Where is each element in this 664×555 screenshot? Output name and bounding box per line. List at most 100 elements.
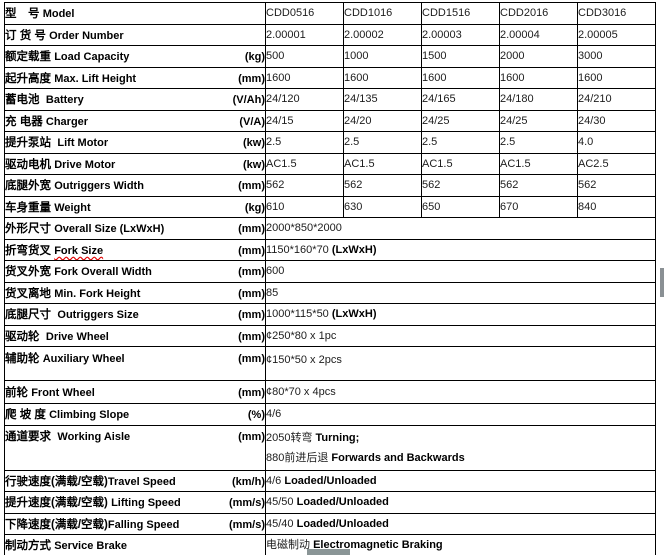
label-en: Max. Lift Height <box>54 72 137 85</box>
value-text: Forwards and Backwards <box>331 451 465 464</box>
row-unit: (kw) <box>243 137 265 150</box>
value-cell: CDD1016 <box>343 2 422 25</box>
row-label: 货叉外宽 Fork Overall Width (mm) <box>6 263 265 279</box>
value-cell: 24/210 <box>577 88 656 111</box>
row-unit: (mm/s) <box>228 518 265 531</box>
cell-value: 562 <box>422 179 441 192</box>
row-unit: (mm) <box>238 287 265 300</box>
value-cell: CDD2016 <box>499 2 578 25</box>
value-text: Electromagnetic Braking <box>313 539 443 552</box>
value-cell-merged: 4/6 Loaded/Unloaded <box>265 469 656 492</box>
cell-value: 2.00005 <box>578 28 618 41</box>
label-zh: 订 货 号 <box>5 29 50 42</box>
row-label-cell: 充 电器 Charger (V/A) <box>4 109 266 132</box>
label-zh: 行驶速度(满载/空载) <box>5 475 108 488</box>
row-label-cell: 货叉离地 Min. Fork Height (mm) <box>4 281 266 304</box>
value-cell-merged: 85 <box>265 281 656 304</box>
cell-value: 2.00003 <box>422 28 462 41</box>
row-label: 额定载重 Load Capacity (kg) <box>6 48 265 64</box>
row-label-cell: 爬 坡 度 Climbing Slope (%) <box>4 403 266 426</box>
row-label-cell: 通道要求 Working Aisle (mm) <box>4 424 266 471</box>
value-cell: 24/25 <box>421 109 500 132</box>
label-en: Load Capacity <box>54 51 130 64</box>
value-cell: 562 <box>343 174 422 197</box>
value-cell: 650 <box>421 195 500 218</box>
row-unit: (V/A) <box>239 115 265 128</box>
row-label: 爬 坡 度 Climbing Slope (%) <box>6 406 265 422</box>
row-label-cell: 制动方式 Service Brake <box>4 534 266 555</box>
row-unit: (%) <box>247 409 265 422</box>
value-cell: 610 <box>265 195 344 218</box>
row-label-cell: 下降速度(满载/空载) Falling Speed (mm/s) <box>4 512 266 535</box>
cell-value: 2.00002 <box>344 28 384 41</box>
cell-value: 24/25 <box>422 114 450 127</box>
label-en: Fork Size <box>54 244 104 257</box>
label-zh: 充 电器 <box>5 115 46 128</box>
vertical-scrollbar-thumb[interactable] <box>660 268 664 297</box>
value-line: ¢80*70 x 4pcs <box>266 382 655 402</box>
row-label-cell: 提升泵站 Lift Motor (kw) <box>4 131 266 154</box>
horizontal-scrollbar-thumb[interactable] <box>307 549 350 555</box>
row-label: 底腿尺寸 Outriggers Size (mm) <box>5 306 265 322</box>
row-label: 起升高度 Max. Lift Height (mm) <box>6 70 265 86</box>
value-cell-merged: 1000*115*50 (LxWxH) <box>265 303 656 326</box>
value-cell: 24/135 <box>343 88 422 111</box>
row-label: 底腿外宽 Outriggers Width (mm) <box>6 177 265 193</box>
row-unit: (kw) <box>243 158 265 171</box>
row-unit: (mm) <box>238 387 265 399</box>
row-unit: (V/Ah) <box>232 94 265 107</box>
value-text: ¢80*70 x 4pcs <box>266 386 336 398</box>
row-label: 蓄电池 Battery (V/Ah) <box>6 91 265 107</box>
table-row: 驱动电机 Drive Motor (kw) AC1.5 AC1.5 AC1.5 AC1.5… <box>4 152 656 175</box>
value-text: Loaded/Unloaded <box>296 517 389 530</box>
cell-value: 24/135 <box>344 93 378 106</box>
row-label-cell: 折弯货叉 Fork Size (mm) <box>4 238 266 261</box>
label-en: Fork Overall Width <box>54 266 152 279</box>
table-row: 底腿尺寸 Outriggers Size (mm) 1000*115*50 (LxW… <box>4 303 656 326</box>
value-cell: AC1.5 <box>421 152 500 175</box>
value-cell: 2.5 <box>499 131 578 154</box>
label-zh: 驱动电机 <box>5 158 55 171</box>
label-en: Outriggers Width <box>54 180 144 193</box>
value-cell: 2.00002 <box>343 23 422 46</box>
cell-value: AC1.5 <box>500 157 531 170</box>
value-text: ¢250*80 x 1pc <box>266 329 337 342</box>
row-unit: (km/h) <box>232 475 265 488</box>
label-zh: 外形尺寸 <box>5 223 55 236</box>
table-row: 辅助轮 Auxiliary Wheel (mm) ¢150*50 x 2pcs <box>4 346 656 381</box>
label-en: Working Aisle <box>57 430 131 443</box>
value-cell: 1600 <box>577 66 656 89</box>
cell-value: 2.5 <box>422 136 438 149</box>
row-unit: (mm) <box>238 223 265 236</box>
spec-table: 型 号 Model CDD0516 CDD1016 CDD1516 CDD2016 CDD… <box>4 2 656 555</box>
value-cell: CDD1516 <box>421 2 500 25</box>
value-cell: 562 <box>499 174 578 197</box>
label-zh: 下降速度(满载/空载) <box>5 518 108 531</box>
table-row: 货叉外宽 Fork Overall Width (mm) 600 <box>4 260 656 283</box>
cell-value: 1600 <box>578 71 603 84</box>
cell-value: 562 <box>266 179 285 192</box>
value-cell: AC1.5 <box>265 152 344 175</box>
table-row: 充 电器 Charger (V/A) 24/15 24/20 24/25 24/25 24/… <box>4 109 656 132</box>
value-text: 880前进后退 <box>266 451 332 464</box>
cell-value: 610 <box>266 200 285 213</box>
label-en: Min. Fork Height <box>54 287 141 300</box>
value-cell: 24/165 <box>421 88 500 111</box>
value-cell-merged: 1150*160*70 (LxWxH) <box>265 238 656 261</box>
row-label-cell: 前轮 Front Wheel (mm) <box>4 380 266 404</box>
value-cell-merged: 600 <box>265 260 656 283</box>
row-label: 车身重量 Weight (kg) <box>6 199 265 215</box>
cell-value: CDD3016 <box>578 7 627 20</box>
value-line: 4/6 <box>267 404 655 424</box>
value-cell-merged: ¢150*50 x 2pcs <box>265 346 656 381</box>
cell-value: 1500 <box>422 50 447 63</box>
label-zh: 底腿尺寸 <box>5 309 58 322</box>
row-label: 行驶速度(满载/空载) Travel Speed (km/h) <box>5 473 265 489</box>
label-zh: 型 号 <box>5 8 43 21</box>
table-row: 提升速度(满载/空载) Lifting Speed (mm/s) 45/50 Loa… <box>4 491 656 514</box>
row-label-cell: 额定载重 Load Capacity (kg) <box>4 45 266 68</box>
value-cell: 2.00004 <box>499 23 578 46</box>
table-row: 前轮 Front Wheel (mm) ¢80*70 x 4pcs <box>4 380 656 404</box>
row-unit: (mm) <box>238 430 265 443</box>
